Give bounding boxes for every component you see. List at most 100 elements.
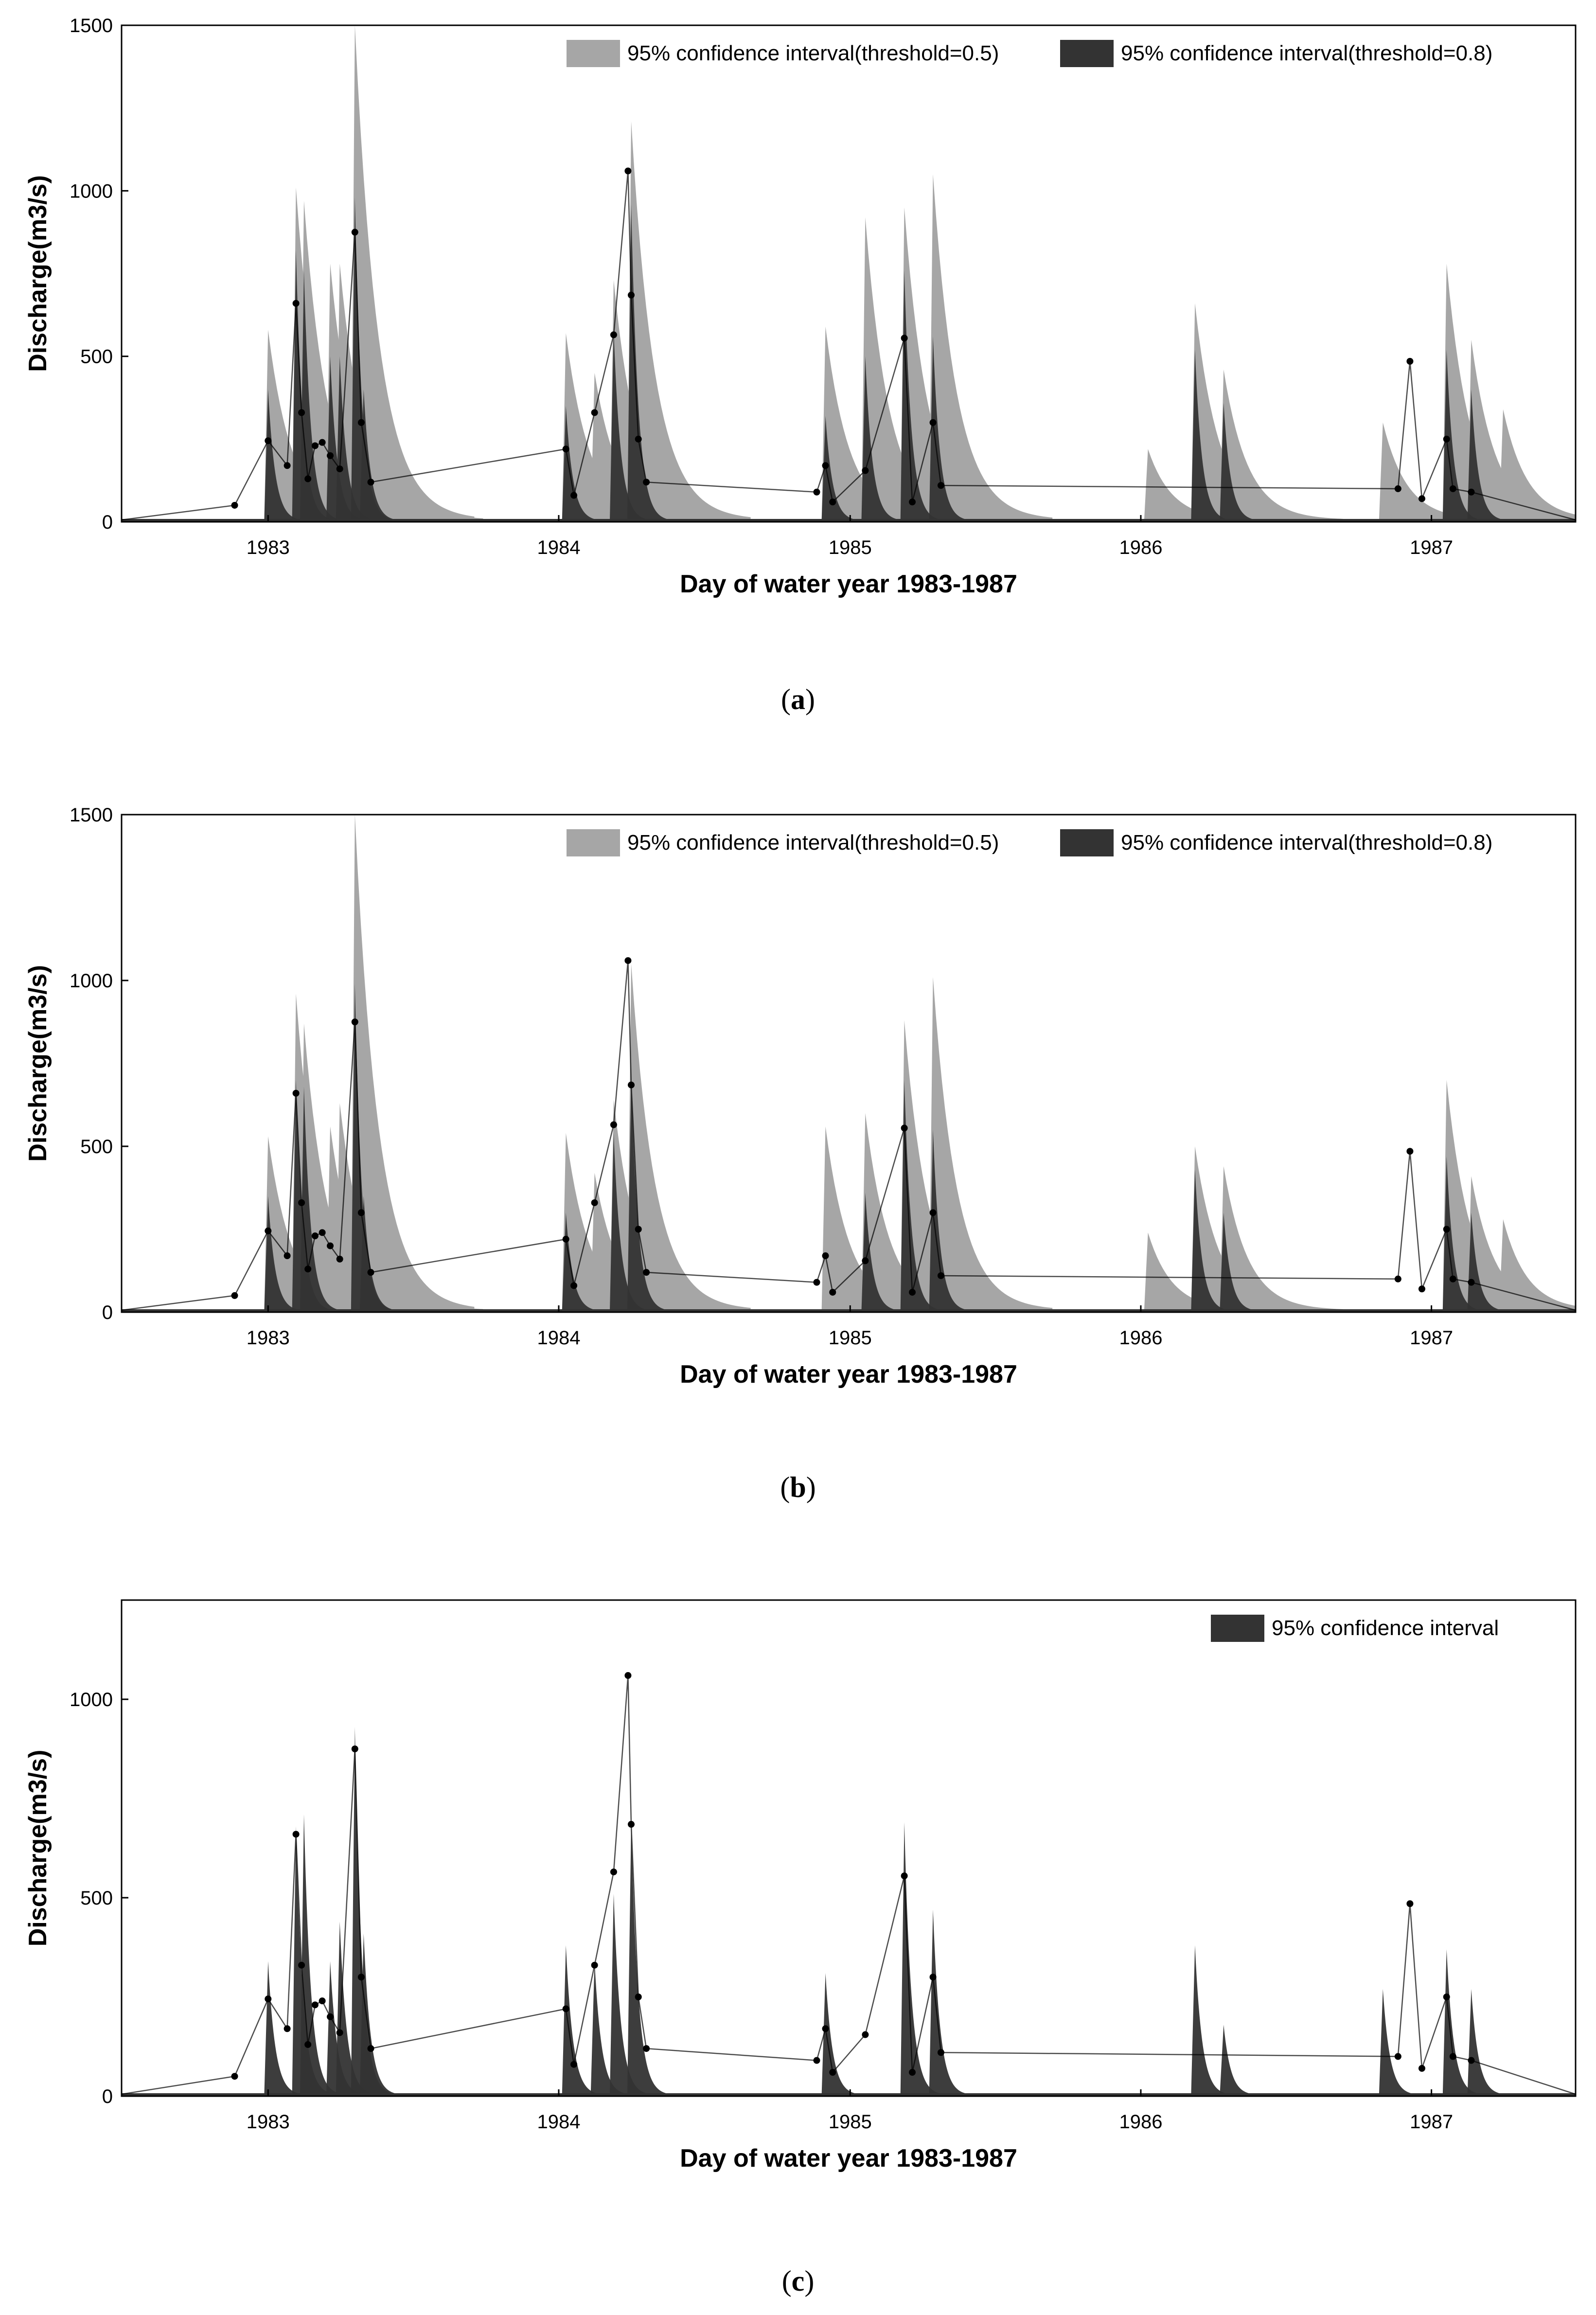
observed-point [1394,1275,1401,1282]
observed-point [231,2073,238,2080]
band-peak [1499,1219,1576,1312]
observed-point [562,2005,569,2012]
band-peak [264,1961,304,2096]
band-peak [590,1961,631,2096]
band-peak [627,1080,667,1312]
observed-point [319,1997,326,2005]
band-peak [1220,2025,1259,2096]
observed-point [327,1242,334,1249]
observed-point [284,2025,291,2032]
band-peak [929,174,1053,522]
observed-point [357,1974,365,1981]
observed-point [1468,2057,1475,2064]
band-peak [326,1961,366,2096]
legend-label-threshold-05: 95% confidence interval(threshold=0.5) [627,831,999,855]
band-peak [351,25,475,522]
observed-point [1443,1226,1450,1233]
band-baseline [122,519,1576,522]
observed-point [319,439,326,446]
panel-b: 0 500 1000 1500 1983 1984 1985 1986 1987 Day of w… [24,804,1577,1389]
observed-point [351,229,358,236]
legend-label-threshold-08: 95% confidence interval(threshold=0.8) [1121,831,1492,855]
y-tick-label: 0 [102,2086,113,2107]
legend-swatch-light [567,829,620,856]
x-tick-label: 1984 [537,2111,580,2133]
x-tick-label: 1987 [1410,1327,1453,1349]
observed-point [937,482,944,489]
band-peak [861,217,985,522]
observed-point [610,331,617,338]
band-peak [929,977,1053,1312]
observed-point [929,419,937,426]
observed-point [1443,1994,1450,2000]
y-axis-title: Discharge(m3/s) [24,175,52,372]
panel-c: 0 500 1000 1983 1984 1985 1986 1987 Day of water… [24,1599,1577,2173]
band-peak [1379,422,1503,522]
observed-point [351,1745,358,1752]
band-peak [1467,339,1576,522]
band-peak [609,330,650,522]
observed-point [292,1089,300,1097]
band-peak [1144,449,1268,522]
legend: 95% confidence interval(threshold=0.5) 95… [567,829,1492,856]
band-peak [821,1126,945,1312]
observed-point [643,1269,650,1276]
observed-point [284,462,291,469]
observed-point [1394,2053,1401,2060]
observed-point [1418,1285,1425,1293]
band-peak [1220,1212,1259,1312]
band-peak [351,983,391,1312]
observed-point [319,1229,326,1236]
x-axis-title: Day of water year 1983-1987 [680,2144,1017,2173]
observed-point [292,1831,300,1838]
band-peak [929,336,969,522]
x-tick-label: 1985 [829,537,872,558]
observed-point [624,167,632,175]
observed-point [591,409,598,416]
observed-point [822,462,829,469]
legend-label-ci: 95% confidence interval [1272,1616,1499,1640]
band-peak [821,326,945,522]
panel-a: 0 500 1000 1500 1983 1984 1985 1986 1987 Day of w… [24,15,1577,598]
band-peak [1191,1945,1231,2096]
legend-swatch-light [567,40,620,67]
band-peak [351,197,391,522]
observed-point [901,335,908,342]
observed-point [562,445,569,453]
band-peak [929,1909,969,2096]
band-peak [300,1814,340,2096]
y-tick-label: 1000 [70,180,113,202]
observed-point [1406,1900,1414,1907]
observed-point [937,2049,944,2056]
observed-point [298,409,305,416]
observed-point [327,452,334,459]
y-tick-label: 500 [80,346,113,368]
band-peak [300,1086,340,1312]
band-peak [861,1113,985,1312]
observed-point [591,1961,598,1969]
observed-point [336,1255,343,1263]
x-tick-label: 1987 [1410,2111,1453,2133]
band-peak [336,1921,376,2096]
observed-point [1394,485,1401,492]
x-tick-label: 1983 [247,2111,290,2133]
observed-point [336,2029,343,2036]
observed-point [829,1289,836,1296]
observed-point [298,1199,305,1206]
band-peak [929,1129,969,1312]
observed-point [829,2069,836,2076]
band-peak [359,1196,400,1312]
plot-frame [121,1599,1577,2097]
band-peak [264,1196,304,1312]
observed-point [908,2069,916,2076]
band-peak [1144,1232,1268,1312]
observed-point [813,488,820,496]
band-peak [1220,1166,1343,1312]
observed-point [304,2041,312,2048]
observed-point [862,2031,869,2038]
legend: 95% confidence interval [1211,1615,1499,1642]
observed-point [367,1269,374,1276]
band-peak [1220,369,1343,522]
observed-point [265,1227,272,1234]
x-axis-title: Day of water year 1983-1987 [680,1360,1017,1389]
